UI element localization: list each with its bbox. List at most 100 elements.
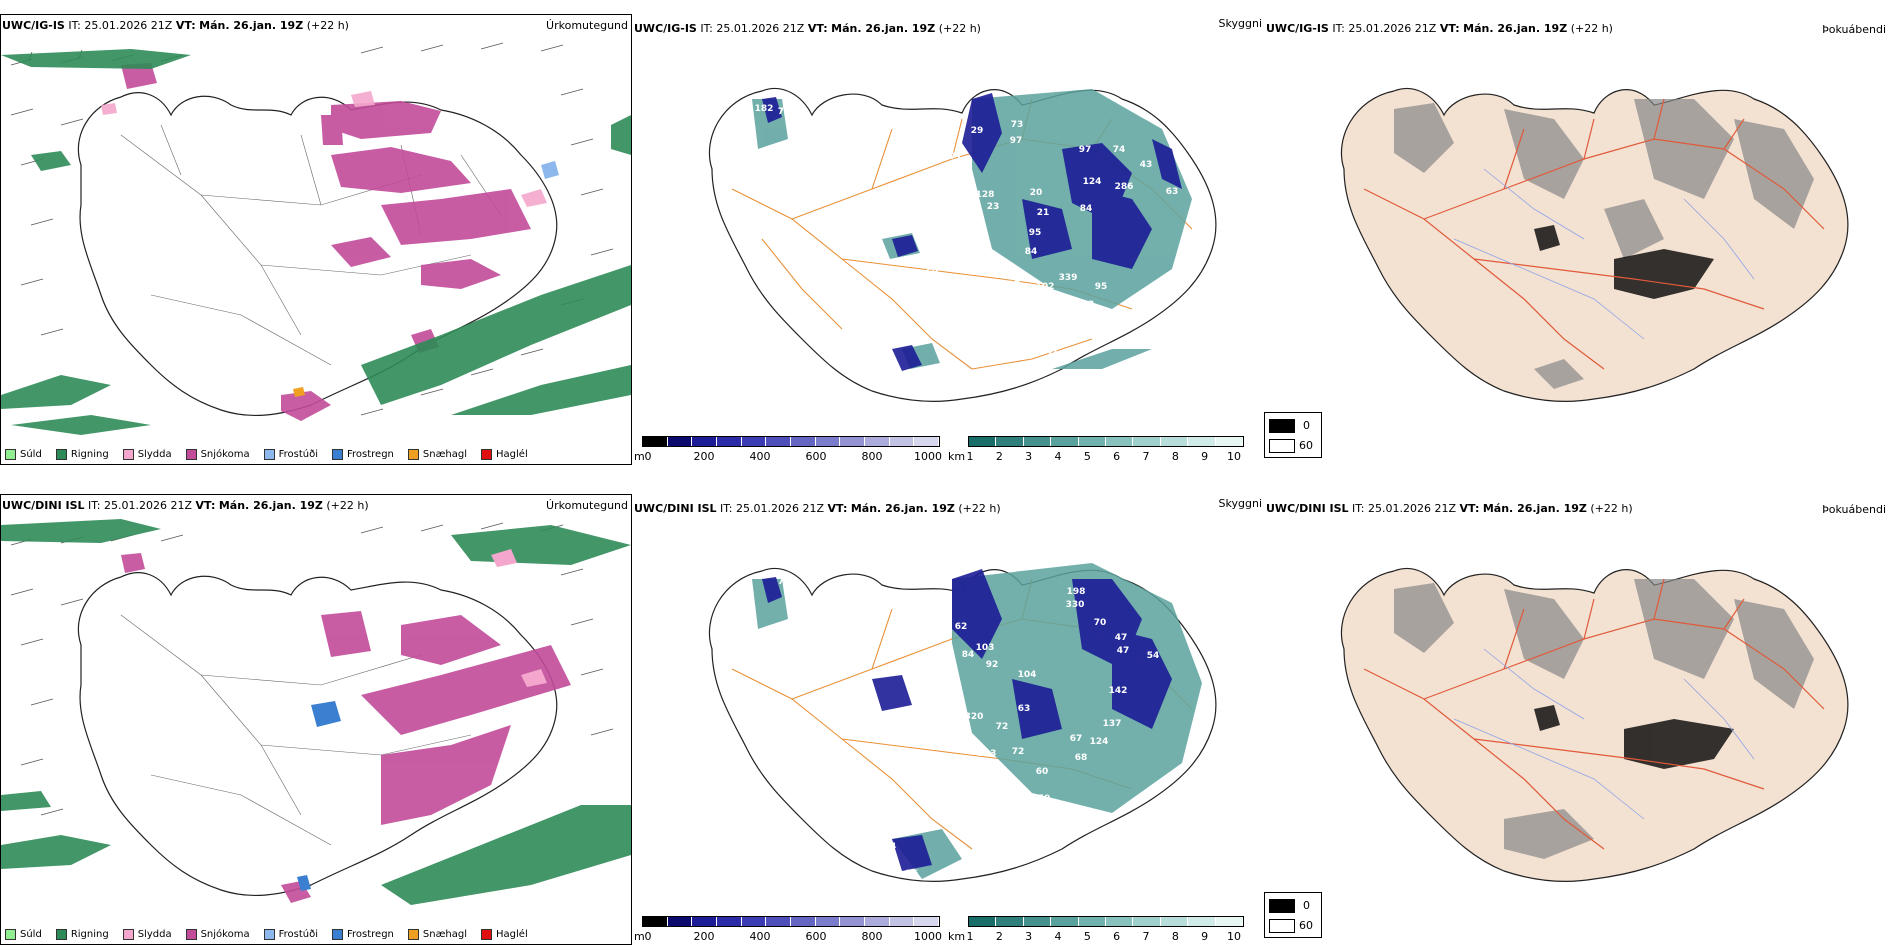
- visibility-value-label: 73: [1082, 300, 1095, 310]
- scale-tick-label: 9: [1201, 930, 1209, 943]
- precip-type-panel-bottom: UWC/DINI ISL IT: 25.01.2026 21Z VT: Mán.…: [0, 494, 632, 945]
- fog-swatch-white: [1269, 439, 1295, 453]
- visibility-value-label: 84: [962, 650, 975, 660]
- colorbar-segment: [969, 437, 997, 446]
- model-name: UWC/IG-IS: [2, 19, 65, 32]
- fog-map: [1340, 567, 1849, 882]
- scale-tick-label: 600: [805, 930, 827, 943]
- it-value: 25.01.2026 21Z: [716, 22, 805, 35]
- visibility-value-label: 97: [1008, 280, 1021, 290]
- visibility-value-label: 29: [971, 126, 984, 136]
- vt-value: Mán. 26.jan. 19Z: [218, 499, 323, 512]
- colorbar-segment: [1188, 437, 1216, 446]
- visibility-value-label: 23: [987, 202, 1000, 212]
- lead-time: (+22 h): [326, 499, 369, 512]
- visibility-value-label: 124: [1090, 737, 1109, 747]
- colorbar-segment: [1051, 917, 1079, 926]
- colorbar-segment: [766, 917, 792, 926]
- colorbar-segment: [996, 917, 1024, 926]
- lead-time: (+22 h): [1590, 502, 1633, 515]
- visibility-value-label: 51: [880, 728, 893, 738]
- legend-label: Haglél: [496, 449, 528, 460]
- lead-time: (+22 h): [306, 19, 349, 32]
- vt-label: VT:: [807, 22, 828, 35]
- panel-header: UWC/IG-IS IT: 25.01.2026 21Z VT: Mán. 26…: [2, 19, 349, 32]
- model-name: UWC/IG-IS: [1266, 22, 1329, 35]
- visibility-value-label: 72: [996, 722, 1009, 732]
- colorbar-segment: [815, 917, 841, 926]
- scale-tick-label: 0: [644, 450, 652, 463]
- model-name: UWC/DINI ISL: [634, 502, 717, 515]
- visibility-value-label: 77: [950, 152, 963, 162]
- scale-tick-label: 800: [861, 930, 883, 943]
- scale-tick-label: 7: [1142, 930, 1150, 943]
- colorbar-segment: [815, 437, 841, 446]
- colorbar-segment: [1078, 917, 1107, 926]
- legend-item: Frostúði: [263, 449, 318, 460]
- it-value: 25.01.2026 21Z: [1368, 502, 1457, 515]
- visibility-value-label: 320: [965, 712, 984, 722]
- fog-swatch-white: [1269, 919, 1295, 933]
- vt-value: Mán. 26.jan. 19Z: [199, 19, 304, 32]
- colorbar-segment: [914, 437, 940, 446]
- scale-tick-label: 8: [1171, 930, 1179, 943]
- visibility-value-label: 142: [1109, 686, 1128, 696]
- colorbar-segment: [1160, 437, 1189, 446]
- precip-map: [1, 519, 631, 905]
- visibility-value-label: 60: [1036, 767, 1049, 777]
- colorbar-segment: [717, 917, 742, 926]
- panel-title: Úrkomutegund: [546, 499, 628, 512]
- km-ticks: 1 2 3 4 5 6 7 8 9 10: [967, 930, 1242, 944]
- visibility-value-label: 92: [986, 660, 999, 670]
- colorbar-segment: [643, 437, 668, 446]
- legend-item: Snjókoma: [185, 449, 250, 460]
- scale-tick-label: 6: [1113, 930, 1121, 943]
- iceland-outline: [77, 92, 558, 417]
- colorbar-segment: [1078, 437, 1107, 446]
- colorbar-segment: [667, 917, 693, 926]
- legend-item: Frostregn: [332, 449, 394, 460]
- colorbar-segment: [692, 437, 718, 446]
- precip-type-panel-top: UWC/IG-IS IT: 25.01.2026 21Z VT: Mán. 26…: [0, 14, 632, 465]
- km-scale: km 1 2 3 4 5 6 7 8 9 10: [948, 916, 1248, 946]
- fog-scale-bottom-label: 60: [1299, 439, 1313, 452]
- vt-value: Mán. 26.jan. 19Z: [1463, 22, 1568, 35]
- colorbar-segment: [865, 437, 890, 446]
- colorbar-segment: [667, 437, 693, 446]
- legend-label: Frostúði: [278, 449, 318, 460]
- precip-map: [1, 42, 631, 435]
- visibility-value-label: 339: [1059, 273, 1078, 283]
- vt-label: VT:: [195, 499, 216, 512]
- panel-header: UWC/DINI ISL IT: 25.01.2026 21Z VT: Mán.…: [1266, 502, 1633, 515]
- legend-label: Slydda: [137, 929, 172, 940]
- scale-tick-label: 10: [1227, 450, 1241, 463]
- visibility-value-label: 113: [978, 749, 997, 759]
- scale-tick-label: 5: [1083, 930, 1091, 943]
- scale-tick-label: 5: [1083, 450, 1091, 463]
- visibility-value-label: 21: [1037, 208, 1050, 218]
- fog-scale-bottom: 0 60: [1264, 892, 1322, 938]
- legend-label: Súld: [20, 929, 42, 940]
- visibility-value-label: 53: [898, 390, 911, 400]
- visibility-panel-bottom: UWC/DINI ISL IT: 25.01.2026 21Z VT: Mán.…: [632, 494, 1264, 945]
- visibility-value-label: 54: [1147, 651, 1160, 661]
- legend-item: Rigning: [55, 929, 109, 940]
- visibility-value-label: 74: [1113, 145, 1126, 155]
- legend-item: Súld: [5, 929, 42, 940]
- visibility-value-label: 124: [1083, 177, 1102, 187]
- fog-scale-top: 0 60: [1264, 412, 1322, 458]
- panel-title: Úrkomutegund: [546, 19, 628, 32]
- fog-swatch-black: [1269, 899, 1295, 913]
- panel-header: UWC/IG-IS IT: 25.01.2026 21Z VT: Mán. 26…: [634, 22, 981, 35]
- lead-time: (+22 h): [938, 22, 981, 35]
- km-scale: km 1 2 3 4 5 6 7 8 9 10: [948, 436, 1248, 466]
- vt-label: VT:: [1459, 502, 1480, 515]
- visibility-value-label: 97: [1079, 145, 1092, 155]
- it-value: 25.01.2026 21Z: [736, 502, 825, 515]
- vt-label: VT:: [175, 19, 196, 32]
- legend-swatch: [185, 929, 197, 940]
- colorbar-segment: [1106, 437, 1134, 446]
- colorbar-segment: [791, 917, 816, 926]
- legend-swatch: [481, 929, 493, 940]
- legend-label: Frostregn: [347, 929, 394, 940]
